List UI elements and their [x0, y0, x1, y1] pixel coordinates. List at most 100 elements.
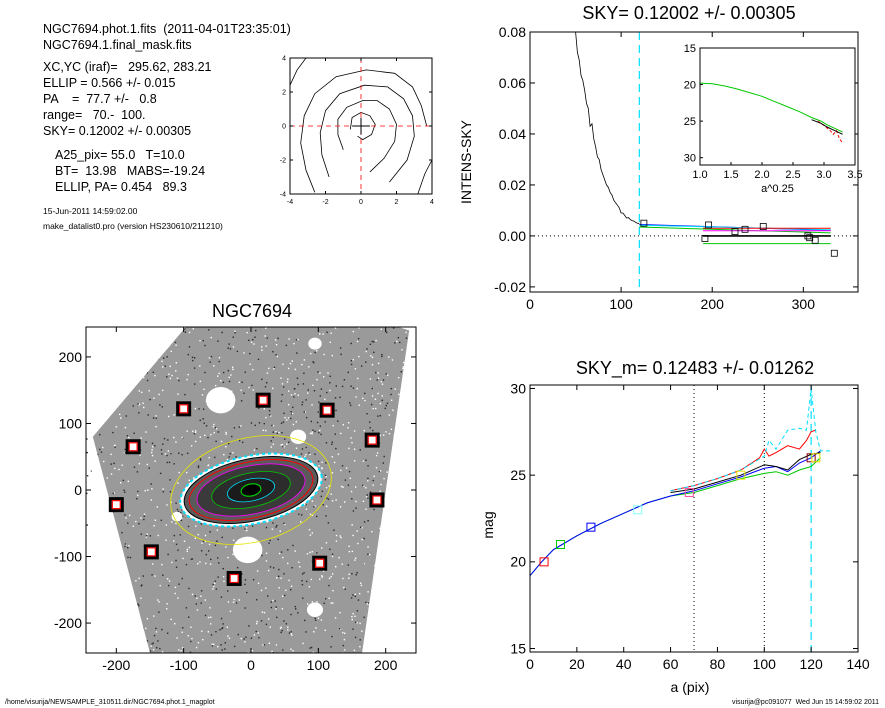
noise-speckle [270, 606, 273, 609]
noise-speckle [320, 467, 323, 469]
noise-speckle [194, 537, 197, 540]
noise-speckle [175, 362, 178, 364]
sky-level-line-cyan [639, 224, 831, 231]
noise-speckle [181, 509, 183, 511]
noise-speckle [216, 557, 219, 559]
noise-speckle [331, 553, 334, 555]
noise-speckle [251, 338, 254, 341]
noise-speckle [216, 540, 218, 542]
noise-speckle [278, 552, 281, 555]
noise-speckle [244, 607, 246, 609]
noise-speckle [350, 597, 353, 599]
noise-speckle [184, 393, 186, 396]
noise-speckle [372, 479, 374, 482]
noise-speckle [381, 399, 383, 402]
noise-speckle [405, 337, 408, 339]
noise-speckle [238, 381, 240, 384]
noise-speckle [216, 375, 219, 377]
noise-speckle [367, 480, 369, 482]
noise-speckle [322, 570, 325, 572]
noise-speckle [402, 366, 405, 368]
noise-speckle [379, 490, 381, 492]
noise-speckle [227, 635, 229, 637]
noise-speckle [311, 404, 313, 406]
noise-speckle [181, 515, 184, 518]
noise-speckle [199, 561, 201, 563]
noise-speckle [320, 619, 323, 621]
noise-speckle [256, 447, 258, 450]
noise-speckle [357, 338, 360, 340]
noise-speckle [375, 407, 377, 410]
noise-speckle [362, 397, 364, 400]
noise-speckle [351, 618, 353, 621]
noise-speckle [340, 432, 342, 435]
sky-sample-square [804, 232, 812, 240]
noise-speckle [321, 467, 323, 470]
galaxy-core [240, 483, 262, 497]
noise-speckle [253, 343, 255, 345]
contour-y-tick-label: -4 [280, 191, 286, 198]
noise-speckle [253, 634, 256, 636]
noise-speckle [328, 485, 330, 487]
noise-speckle [301, 403, 303, 406]
noise-speckle [319, 425, 322, 427]
noise-speckle [90, 470, 93, 472]
star-mask-box [312, 555, 328, 571]
noise-speckle [325, 598, 327, 600]
noise-speckle [326, 331, 328, 334]
noise-speckle [248, 625, 250, 627]
mag-y-tick-label: 25 [510, 467, 526, 483]
noise-speckle [155, 425, 157, 428]
noise-speckle [314, 505, 316, 507]
noise-speckle [143, 515, 145, 518]
noise-speckle [162, 488, 164, 490]
noise-speckle [272, 522, 274, 524]
noise-speckle [352, 594, 354, 596]
noise-speckle [307, 389, 309, 391]
noise-speckle [261, 554, 263, 557]
noise-speckle [282, 386, 285, 388]
noise-speckle [171, 374, 173, 377]
noise-speckle [106, 477, 108, 479]
noise-speckle [140, 533, 143, 535]
noise-speckle [260, 589, 263, 592]
noise-speckle [175, 441, 177, 443]
noise-speckle [195, 646, 198, 649]
noise-speckle [204, 540, 207, 543]
noise-speckle [293, 342, 295, 345]
noise-speckle [345, 467, 348, 469]
noise-speckle [305, 508, 308, 510]
noise-speckle [261, 378, 263, 381]
noise-speckle [280, 377, 282, 379]
noise-speckle [214, 544, 217, 547]
noise-speckle [178, 379, 180, 382]
mag-x-tick-label: 0 [526, 656, 534, 672]
magnitude-profile-chart: SKY_m= 0.12483 +/- 0.01262 a (pix) mag 0… [480, 358, 870, 695]
star-mask-box [226, 570, 242, 586]
noise-speckle [265, 345, 267, 347]
noise-speckle [325, 476, 327, 478]
contour-line [300, 69, 428, 193]
noise-speckle [275, 354, 277, 356]
noise-speckle [319, 395, 321, 397]
noise-speckle [383, 477, 385, 480]
noise-speckle [163, 437, 166, 440]
noise-speckle [360, 584, 363, 587]
noise-speckle [324, 629, 327, 631]
noise-speckle [335, 540, 338, 542]
noise-speckle [244, 579, 247, 581]
noise-speckle [331, 555, 334, 558]
noise-speckle [287, 562, 289, 565]
noise-speckle [281, 595, 284, 597]
noise-speckle [355, 396, 357, 398]
noise-speckle [315, 350, 318, 352]
noise-speckle [311, 432, 313, 435]
noise-speckle [186, 378, 188, 381]
noise-speckle [178, 583, 180, 585]
noise-speckle [331, 354, 333, 357]
noise-speckle [329, 389, 331, 392]
noise-speckle [390, 387, 393, 390]
masked-hole [290, 429, 307, 444]
noise-speckle [394, 342, 396, 344]
noise-speckle [232, 527, 234, 529]
